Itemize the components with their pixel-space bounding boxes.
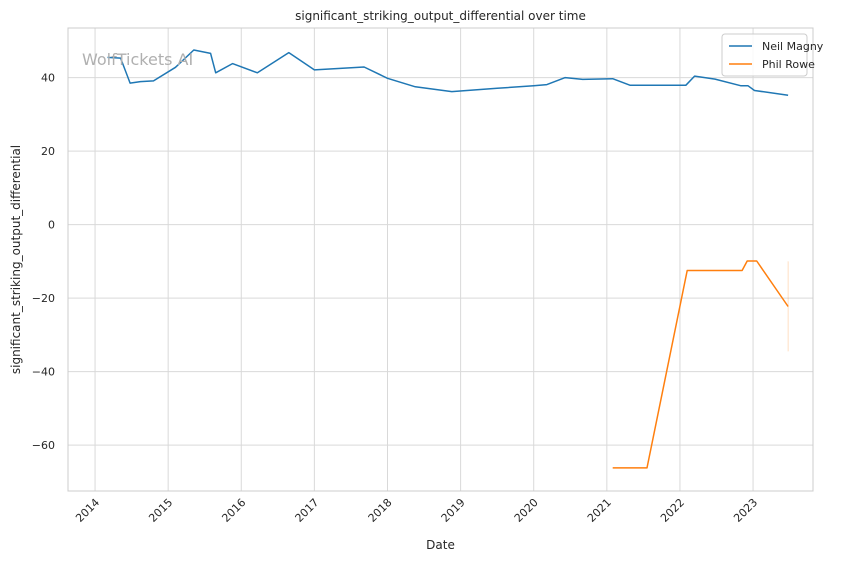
legend-label-phil-rowe: Phil Rowe [762, 58, 815, 71]
y-tick-label: 0 [48, 219, 55, 232]
watermark-text: WolfTickets AI [82, 50, 193, 69]
plot-frame [67, 27, 814, 492]
y-tick-label: −60 [32, 439, 55, 452]
legend: Neil Magny Phil Rowe [721, 33, 824, 77]
series-line-neil-magny [107, 49, 789, 96]
legend-box [721, 33, 808, 77]
series-layer [107, 49, 789, 469]
y-tick-label: −40 [32, 366, 55, 379]
y-axis-title: significant_striking_output_differential [9, 145, 23, 374]
y-tick-label: 20 [41, 145, 55, 158]
grid [68, 28, 813, 491]
chart-title: significant_striking_output_differential… [295, 9, 586, 23]
series-line-phil-rowe [612, 260, 789, 469]
x-axis-title: Date [426, 538, 455, 552]
y-tick-label: 40 [41, 72, 55, 85]
y-axis-ticks: −60 −40 −20 0 20 40 [32, 72, 55, 452]
legend-label-neil-magny: Neil Magny [762, 40, 824, 53]
y-tick-label: −20 [32, 292, 55, 305]
